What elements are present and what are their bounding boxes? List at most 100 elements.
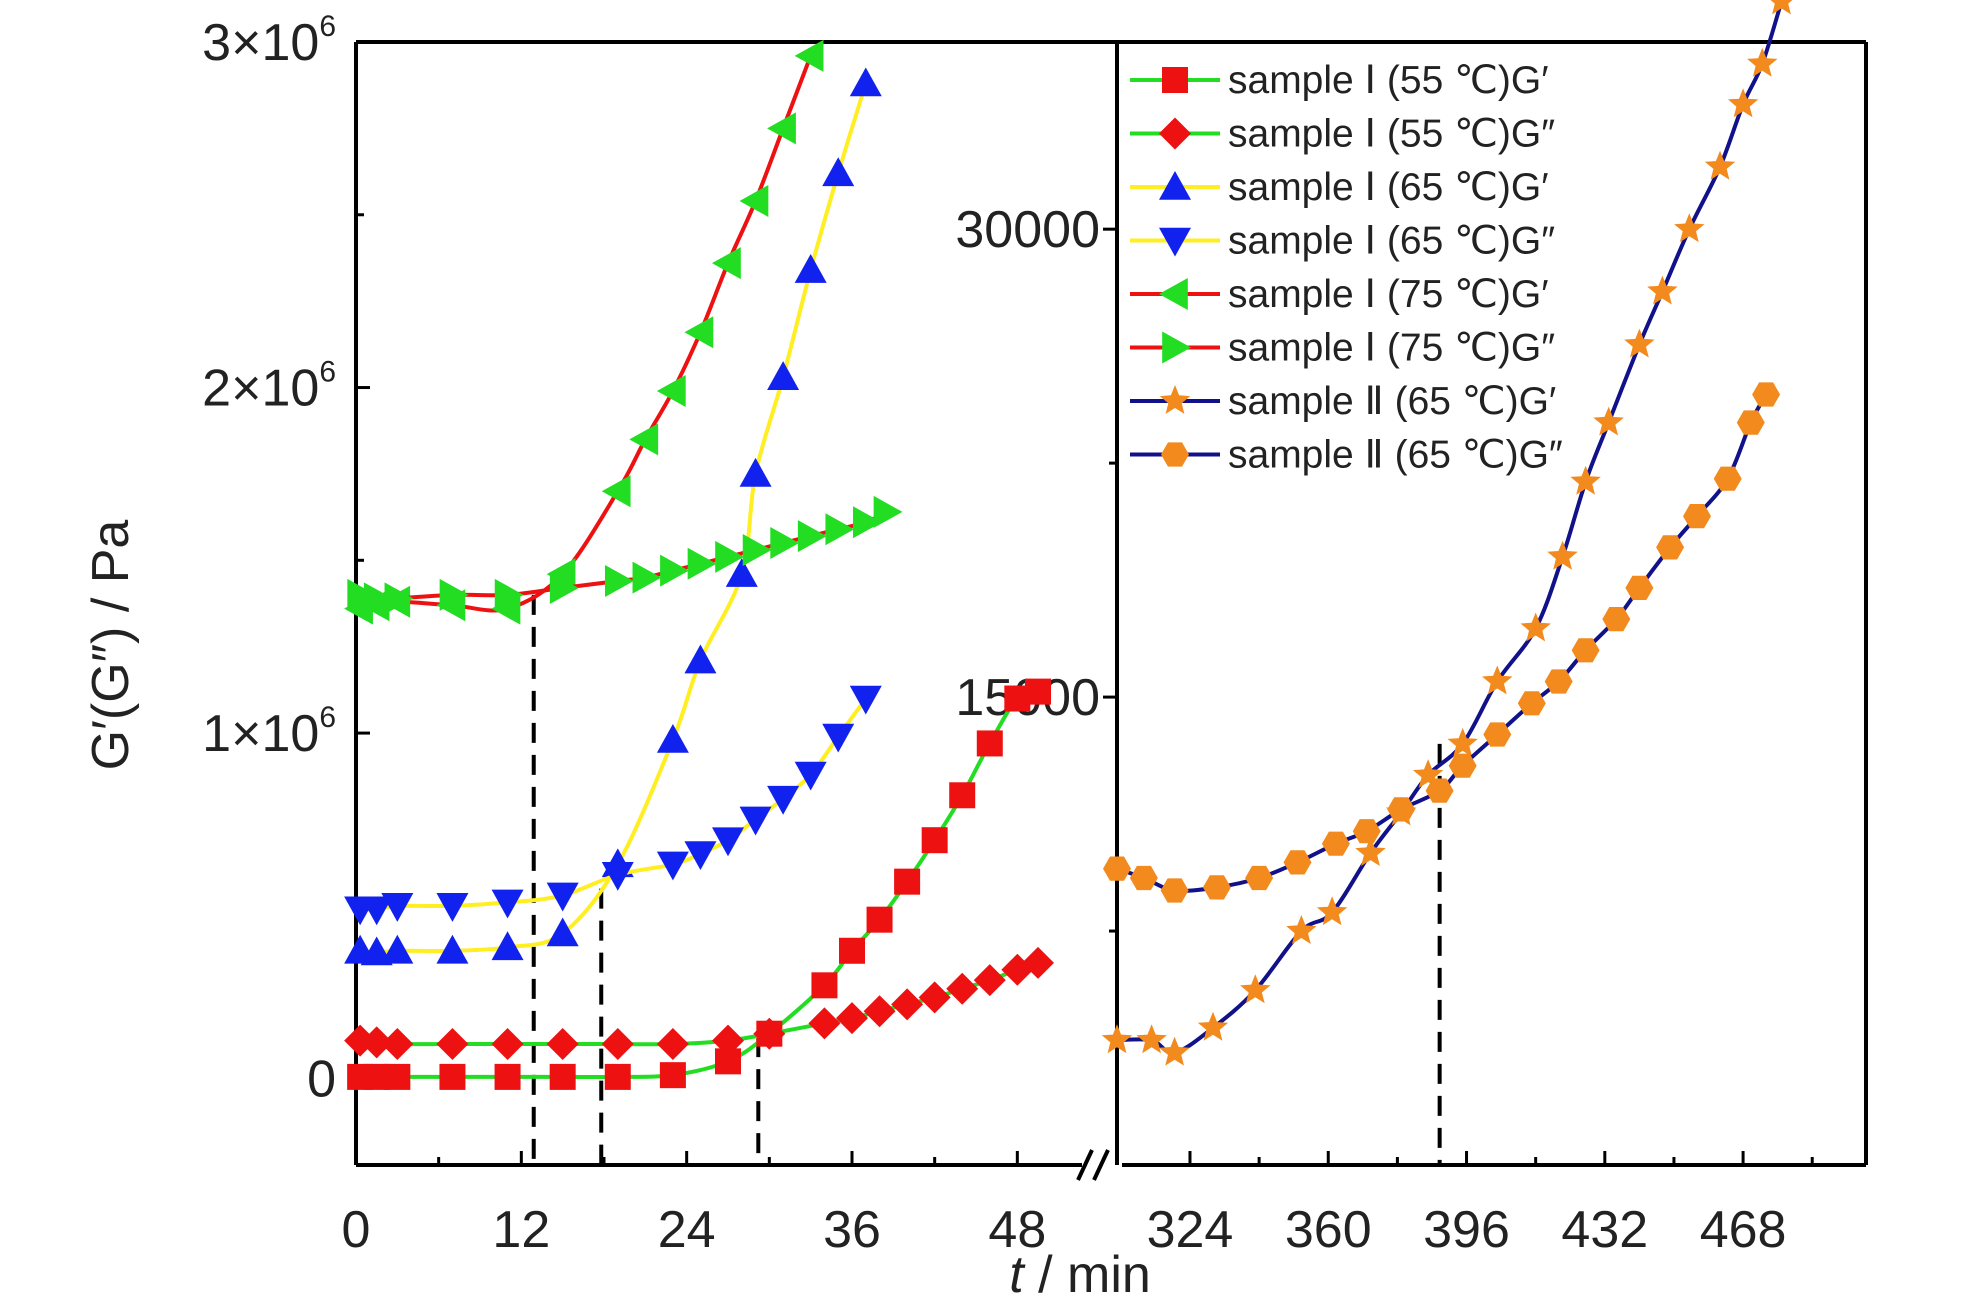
legend-marker (1161, 442, 1189, 467)
x-tick-label: 468 (1700, 1201, 1787, 1259)
data-point (767, 361, 800, 390)
data-point (1482, 665, 1513, 695)
data-point (1571, 638, 1600, 663)
series-left-0 (347, 678, 1051, 1090)
data-point (873, 495, 903, 528)
series-line (360, 689, 1039, 1080)
data-point (1103, 856, 1131, 881)
legend-item: sample Ⅰ (75 ℃)G″ (1130, 327, 1555, 370)
data-point (822, 723, 855, 753)
data-point (1159, 1036, 1190, 1066)
data-point (712, 1024, 744, 1057)
data-point (715, 540, 744, 573)
data-point (546, 882, 579, 912)
data-point (491, 889, 524, 919)
legend-label: sample Ⅰ (75 ℃)G″ (1228, 327, 1555, 370)
data-point (1447, 727, 1478, 757)
legend-marker (1162, 331, 1191, 364)
data-point (549, 1063, 576, 1090)
data-point (739, 806, 772, 836)
data-point (822, 157, 855, 187)
data-point (921, 827, 948, 854)
axis-break-mark (1092, 1149, 1110, 1181)
data-point (770, 527, 800, 560)
data-point (546, 917, 579, 947)
data-point (632, 561, 662, 594)
data-point (712, 247, 741, 280)
data-point (797, 520, 827, 553)
data-point (601, 1028, 634, 1061)
series-left-1 (344, 946, 1054, 1061)
data-point (1316, 896, 1348, 926)
data-point (767, 112, 796, 145)
data-point (546, 558, 576, 591)
data-point (381, 934, 414, 964)
data-point (712, 827, 744, 857)
data-point (794, 254, 827, 283)
data-point (1593, 406, 1624, 436)
data-point (491, 931, 524, 961)
legend-marker (1159, 117, 1191, 150)
legend-item: sample Ⅱ (65 ℃)G′ (1130, 380, 1556, 423)
data-point (1727, 88, 1759, 118)
data-point (549, 571, 579, 604)
x-tick-label: 36 (823, 1201, 881, 1259)
data-point (1321, 831, 1350, 856)
y-tick-label: 0 (307, 1051, 336, 1109)
data-point (1713, 466, 1742, 491)
series-line (359, 55, 813, 613)
data-point (811, 972, 838, 999)
data-point (894, 868, 921, 895)
data-point (918, 981, 951, 1014)
legend-label: sample Ⅰ (55 ℃)G′ (1228, 59, 1549, 102)
legend-label: sample Ⅰ (65 ℃)G′ (1228, 166, 1549, 209)
data-point (863, 995, 896, 1028)
data-point (973, 964, 1006, 997)
legend-marker (1159, 385, 1191, 414)
data-point (1412, 759, 1444, 788)
data-point (360, 896, 393, 926)
data-point (1483, 722, 1512, 747)
data-point (1752, 382, 1781, 407)
data-point (1625, 575, 1654, 600)
data-point (684, 644, 717, 674)
data-point (1025, 678, 1051, 705)
data-point (794, 39, 824, 72)
data-point (381, 1028, 414, 1061)
data-point (381, 893, 414, 922)
data-point (1770, 0, 1793, 15)
y-axis-title: G′(G″) / Pa (82, 520, 140, 771)
data-point (1355, 837, 1386, 866)
legend-label: sample Ⅰ (65 ℃)G″ (1228, 220, 1555, 263)
data-point (1736, 410, 1765, 435)
data-point (436, 934, 469, 964)
data-point (753, 1017, 786, 1050)
legend-item: sample Ⅰ (55 ℃)G″ (1130, 113, 1555, 156)
y-tick-label: 3×106 (202, 10, 336, 72)
data-point (1197, 1011, 1229, 1041)
data-point (849, 67, 882, 97)
legend-item: sample Ⅰ (65 ℃)G′ (1130, 166, 1549, 209)
data-point (1544, 669, 1573, 694)
data-point (660, 554, 689, 587)
legend-label: sample Ⅰ (55 ℃)G″ (1228, 113, 1555, 156)
data-point (656, 374, 686, 407)
data-point (1129, 865, 1158, 891)
data-point (1022, 946, 1054, 979)
legend-marker (1159, 278, 1188, 310)
data-point (949, 782, 976, 809)
data-point (1136, 1024, 1167, 1054)
guide-lines (531, 594, 1442, 1165)
series-layer (344, 0, 1793, 1090)
legend-item: sample Ⅰ (55 ℃)G′ (1130, 59, 1549, 102)
data-point (1624, 328, 1655, 358)
series-line (1116, 393, 1768, 893)
data-point (436, 893, 469, 922)
data-point (742, 533, 772, 566)
data-point (1747, 47, 1778, 77)
x-tick-label: 48 (988, 1201, 1046, 1259)
data-point (601, 475, 631, 508)
data-point (687, 547, 717, 580)
data-point (1245, 865, 1274, 891)
data-point (656, 851, 689, 881)
